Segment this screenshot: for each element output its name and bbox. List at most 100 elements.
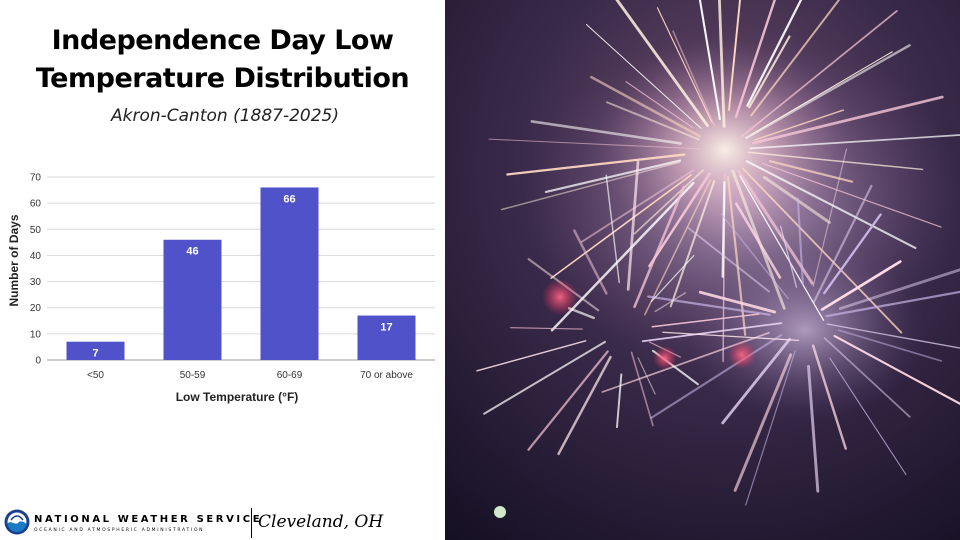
firework-ray bbox=[745, 160, 917, 250]
fireworks-photo bbox=[445, 0, 960, 540]
firework-ray bbox=[615, 0, 709, 127]
title-line-1: Independence Day Low bbox=[51, 25, 394, 56]
firework-ray bbox=[761, 162, 942, 228]
firework-ray bbox=[651, 313, 760, 328]
firework-ray bbox=[476, 340, 587, 372]
firework-ray bbox=[698, 290, 777, 314]
firework-ray bbox=[721, 181, 726, 278]
firework-ray bbox=[650, 254, 695, 303]
firework-ray bbox=[739, 175, 825, 321]
y-tick-label: 50 bbox=[30, 225, 42, 236]
y-tick-label: 70 bbox=[30, 173, 42, 184]
bar bbox=[357, 315, 416, 360]
firework-ray bbox=[625, 81, 694, 129]
bar bbox=[163, 239, 222, 360]
firework-ray bbox=[641, 322, 783, 343]
x-tick-label: 70 or above bbox=[360, 370, 413, 381]
firework-ray bbox=[728, 0, 741, 111]
y-tick-label: 40 bbox=[30, 251, 42, 262]
firework-ray bbox=[718, 0, 726, 128]
data-label: 66 bbox=[283, 193, 295, 205]
firework-ray bbox=[698, 0, 721, 121]
firework-ray bbox=[733, 353, 793, 492]
y-tick-label: 10 bbox=[30, 329, 42, 340]
firework-ray bbox=[737, 169, 814, 285]
firework-ray bbox=[748, 35, 791, 109]
firework-ray bbox=[662, 331, 800, 342]
agency-name: NATIONAL WEATHER SERVICE bbox=[34, 514, 263, 525]
firework-ray bbox=[768, 160, 854, 183]
firework-ray bbox=[751, 95, 944, 145]
y-tick-label: 60 bbox=[30, 199, 42, 210]
firework-ray bbox=[530, 120, 682, 145]
firework-ray bbox=[483, 340, 607, 415]
footer-divider bbox=[251, 508, 252, 538]
firework-ray bbox=[749, 134, 960, 150]
firework-ray bbox=[734, 202, 782, 279]
firework-ray bbox=[820, 260, 902, 311]
firework-ray bbox=[749, 51, 893, 136]
x-tick-label: <50 bbox=[87, 370, 104, 381]
firework-ray bbox=[826, 323, 960, 349]
firework-ray bbox=[644, 179, 712, 316]
firework-ray bbox=[550, 174, 692, 279]
firework-ray bbox=[837, 329, 943, 362]
firework-ray bbox=[630, 351, 654, 427]
data-label: 17 bbox=[380, 322, 392, 334]
firework-ray bbox=[633, 185, 686, 309]
firework-ray bbox=[823, 213, 882, 295]
firework-ray bbox=[740, 10, 898, 138]
firework-ray bbox=[488, 138, 701, 150]
firework-ray bbox=[633, 169, 705, 235]
firework-ray bbox=[567, 307, 595, 320]
firework-ray bbox=[779, 225, 798, 288]
parent-agency-name: OCEANIC AND ATMOSPHERIC ADMINISTRATION bbox=[34, 528, 205, 533]
firework-ray bbox=[807, 365, 820, 493]
firework-ray bbox=[506, 153, 686, 176]
y-axis-label: Number of Days bbox=[7, 214, 21, 306]
firework-ray bbox=[811, 344, 847, 450]
firework-ray bbox=[637, 357, 656, 395]
firework-ray bbox=[734, 0, 776, 119]
data-label: 46 bbox=[186, 246, 198, 258]
firework-ray bbox=[626, 160, 640, 291]
firework-ray bbox=[544, 159, 682, 194]
bar bbox=[66, 341, 125, 360]
footer: NATIONAL WEATHER SERVICE OCEANIC AND ATM… bbox=[0, 506, 445, 540]
firework-ray bbox=[669, 180, 716, 308]
x-axis-label: Low Temperature (°F) bbox=[176, 390, 299, 404]
firework-ray bbox=[656, 7, 713, 123]
data-label: 7 bbox=[92, 348, 98, 360]
fireworks-image-icon bbox=[445, 0, 960, 540]
firework-ray bbox=[605, 174, 620, 284]
firework-ray bbox=[726, 175, 747, 336]
bar-chart: 0 10 20 30 40 50 60 70 7 <50 46 50-59 66 60-69 17 70 or… bbox=[7, 173, 435, 404]
firework-ray bbox=[833, 334, 960, 405]
firework-ray bbox=[796, 197, 804, 286]
x-tick-label: 60-69 bbox=[277, 370, 303, 381]
bar bbox=[260, 187, 319, 360]
title-line-2: Temperature Distribution bbox=[35, 63, 410, 94]
y-tick-label: 0 bbox=[35, 356, 41, 367]
firework-ray bbox=[650, 334, 783, 419]
firework-ray bbox=[829, 357, 907, 476]
firework-ray bbox=[585, 24, 702, 129]
x-tick-label: 50-59 bbox=[180, 370, 206, 381]
firework-ray bbox=[746, 0, 803, 107]
firework-ray bbox=[720, 213, 789, 300]
firework-ray bbox=[510, 327, 583, 330]
firework-ray bbox=[557, 355, 612, 456]
firework-ray bbox=[721, 337, 791, 425]
firework-ray bbox=[825, 290, 960, 318]
firework-ray bbox=[590, 75, 701, 138]
y-tick-label: 20 bbox=[30, 303, 42, 314]
firework-ray bbox=[647, 295, 771, 316]
firework-ray bbox=[823, 337, 911, 418]
firework-ray bbox=[648, 172, 711, 268]
y-tick-label: 30 bbox=[30, 277, 42, 288]
firework-ray bbox=[573, 229, 608, 295]
subtitle: Akron-Canton (1887-2025) bbox=[110, 106, 339, 126]
firework-ray bbox=[606, 101, 700, 141]
page-title: Independence Day Low Temperature Distrib… bbox=[0, 22, 445, 98]
firework-ray bbox=[754, 109, 845, 141]
